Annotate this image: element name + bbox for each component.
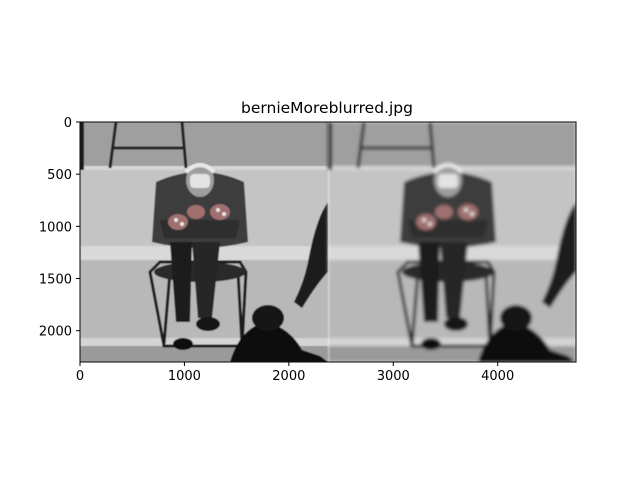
y-tick-label: 1000	[39, 220, 72, 235]
y-tick-label: 500	[47, 168, 72, 183]
x-tick-label: 1000	[168, 369, 201, 384]
x-tick-label: 2000	[272, 369, 305, 384]
y-tick-label: 1500	[39, 273, 72, 288]
chart-title: bernieMoreblurred.jpg	[241, 99, 413, 117]
image-panel-blurred	[326, 122, 576, 362]
axes-frame	[79, 121, 577, 363]
x-axis: 0 1000 2000 3000 4000	[76, 362, 514, 384]
y-axis: 0 500 1000 1500 2000	[39, 116, 80, 340]
x-tick-label: 0	[76, 369, 84, 384]
y-tick-label: 2000	[39, 325, 72, 340]
x-tick-label: 3000	[377, 369, 410, 384]
x-tick-label: 4000	[481, 369, 514, 384]
image-area	[80, 122, 576, 362]
y-tick-label: 0	[64, 116, 72, 131]
image-panel-original	[80, 122, 330, 362]
